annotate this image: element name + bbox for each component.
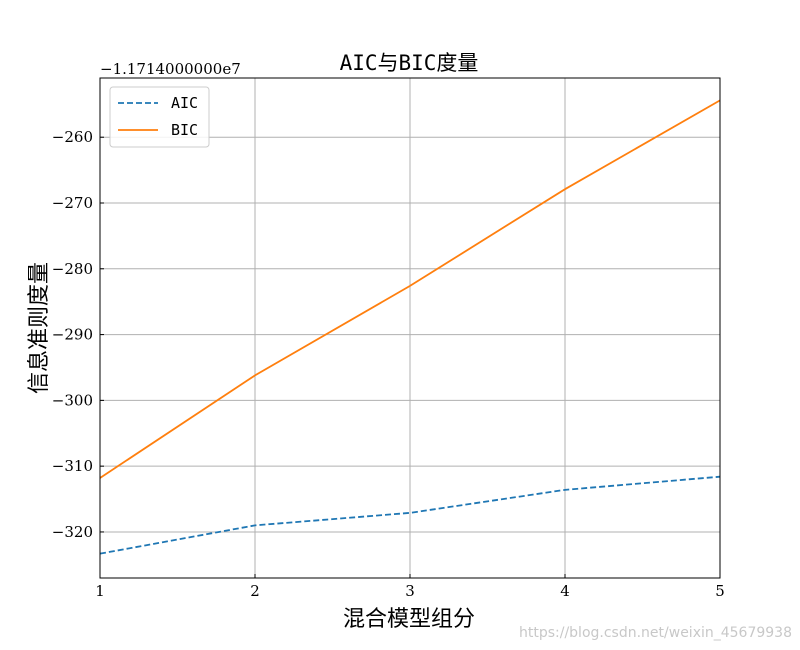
watermark: https://blog.csdn.net/weixin_45679938: [519, 625, 792, 641]
y-tick-label: −320: [52, 523, 93, 541]
ticks: 1 2 3 4 5 −320 −310 −300 −290 −280 −270 −260: [52, 128, 725, 600]
x-axis-label: 混合模型组分: [343, 607, 475, 632]
series-line-bic: [99, 99, 721, 479]
y-axis-label: 信息准则度量: [27, 262, 52, 394]
x-tick-label: 5: [715, 582, 725, 600]
y-tick-label: −300: [52, 391, 93, 409]
y-offset-label: −1.1714000000e7: [100, 60, 241, 78]
series-layer: [99, 99, 721, 555]
chart-title: AIC与BIC度量: [340, 51, 479, 75]
y-tick-label: −270: [52, 194, 93, 212]
legend-box: [109, 86, 210, 148]
x-tick-label: 1: [95, 582, 105, 600]
y-tick-label: −290: [52, 326, 93, 344]
y-tick-label: −280: [52, 260, 93, 278]
legend: AIC BIC: [109, 86, 210, 148]
y-tick-label: −310: [52, 457, 93, 475]
x-tick-label: 3: [405, 582, 415, 600]
x-tick-label: 4: [560, 582, 570, 600]
y-tick-label: −260: [52, 128, 93, 146]
x-tick-label: 2: [250, 582, 260, 600]
legend-label-aic: AIC: [171, 94, 198, 112]
legend-label-bic: BIC: [171, 121, 198, 139]
